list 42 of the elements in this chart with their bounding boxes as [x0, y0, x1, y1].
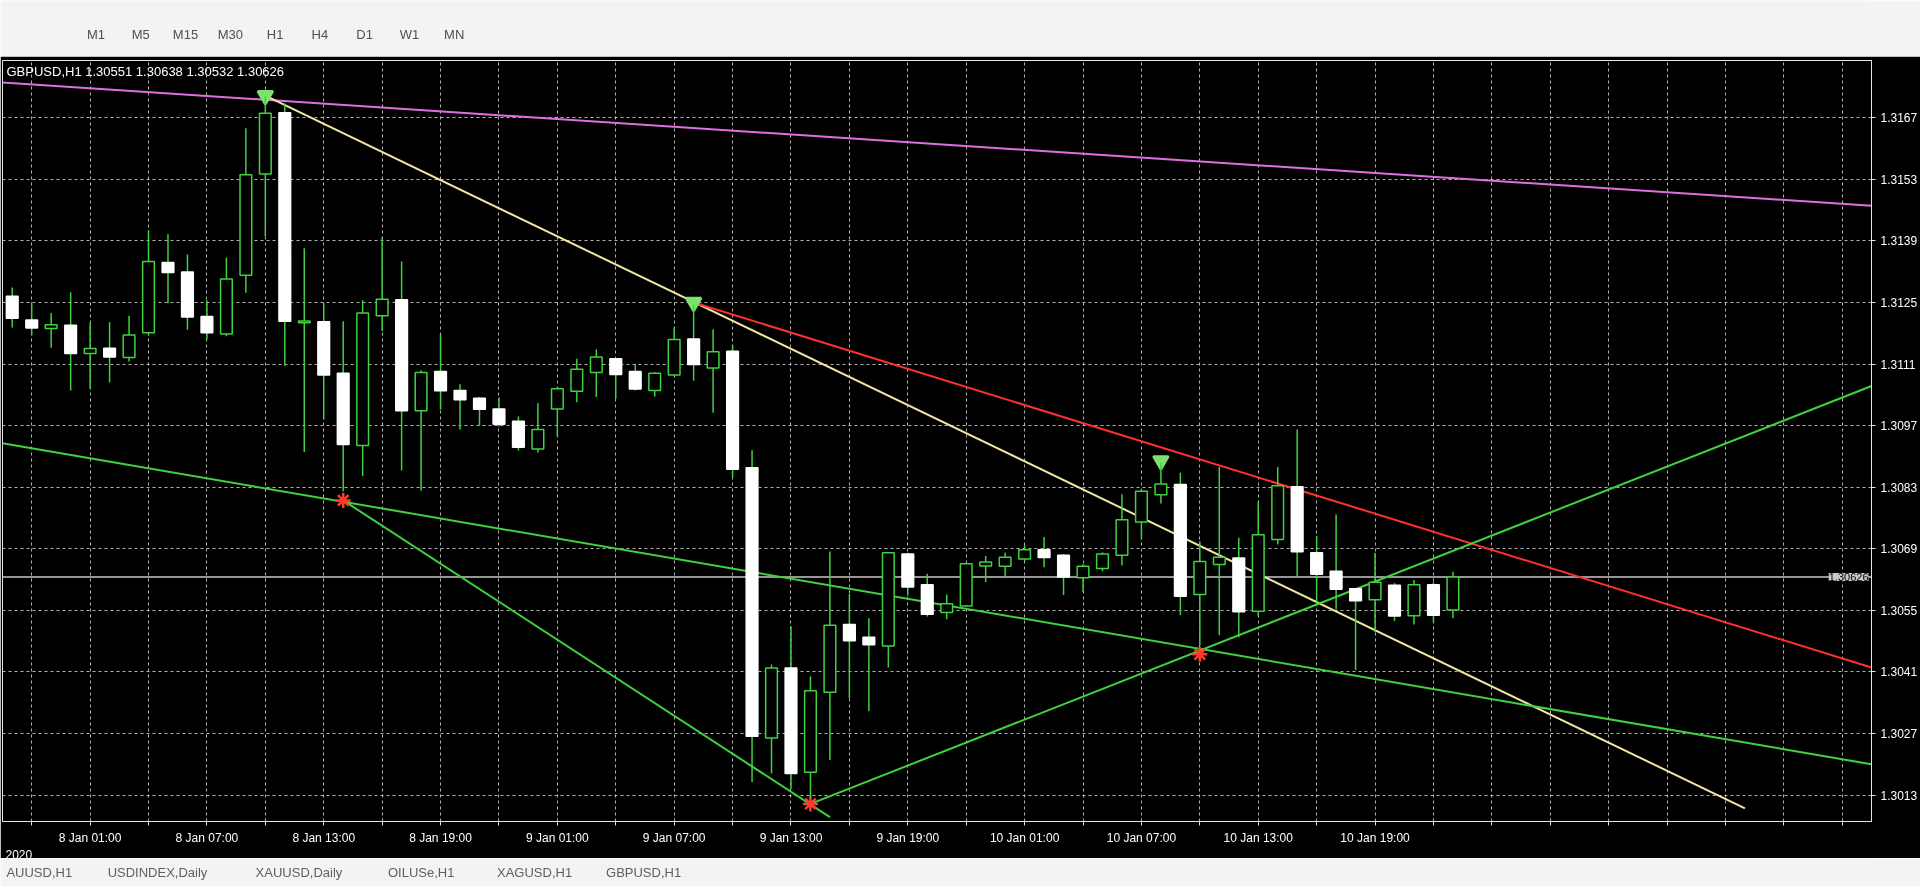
- text: GBPUSD,H1: [606, 865, 682, 880]
- text: 2020: [5, 847, 33, 862]
- text: H1: [266, 27, 284, 42]
- text: D1: [356, 27, 373, 42]
- y-tick-label: 1.3111: [1880, 357, 1916, 372]
- x-tick-label: 10 Jan 13:00: [1223, 830, 1294, 845]
- chart-title: GBPUSD,H1 1.30551 1.30638 1.30532 1.30626: [6, 63, 285, 79]
- text: M30: [217, 27, 243, 42]
- text: OILUSe,H1: [387, 865, 455, 880]
- y-tick-label: 1.3125: [1880, 295, 1918, 310]
- y-tick-label: 1.3027: [1880, 727, 1918, 742]
- text: M15: [172, 27, 199, 42]
- y-tick-label: 1.3069: [1880, 542, 1918, 557]
- y-tick-label: 1.3083: [1880, 480, 1918, 495]
- y-tick-label: 1.3041: [1880, 665, 1918, 680]
- x-tick-label: 8 Jan 07:00: [175, 830, 239, 845]
- text: AUUSD,H1: [6, 865, 73, 880]
- text: M1: [86, 27, 105, 42]
- x-tick-label: 9 Jan 19:00: [876, 830, 940, 845]
- text: MN: [444, 27, 465, 42]
- x-tick-label: 10 Jan 01:00: [989, 830, 1060, 845]
- y-tick-label: 1.3139: [1880, 234, 1918, 249]
- x-tick-label: 8 Jan 13:00: [292, 830, 356, 845]
- x-tick-label: 9 Jan 01:00: [526, 830, 590, 845]
- x-tick-label: 9 Jan 13:00: [759, 830, 823, 845]
- y-tick-label: 1.3097: [1880, 419, 1918, 434]
- text: XAUUSD,Daily: [255, 865, 343, 880]
- x-tick-label: 8 Jan 19:00: [409, 830, 473, 845]
- x-tick-label: 10 Jan 19:00: [1340, 830, 1411, 845]
- ref-line-label: 1.30626: [1828, 570, 1869, 583]
- text: W1: [399, 27, 420, 42]
- text: M5: [131, 27, 150, 42]
- text: XAGUSD,H1: [497, 865, 573, 880]
- x-tick-label: 8 Jan 01:00: [58, 830, 122, 845]
- y-tick-label: 1.3013: [1880, 788, 1918, 803]
- y-tick-label: 1.3153: [1880, 172, 1918, 187]
- x-tick-label: 10 Jan 07:00: [1106, 830, 1177, 845]
- text: H4: [311, 27, 329, 42]
- x-tick-label: 9 Jan 07:00: [642, 830, 706, 845]
- text: USDINDEX,Daily: [107, 865, 208, 880]
- y-tick-label: 1.3055: [1880, 603, 1918, 618]
- y-tick-label: 1.3167: [1880, 111, 1918, 126]
